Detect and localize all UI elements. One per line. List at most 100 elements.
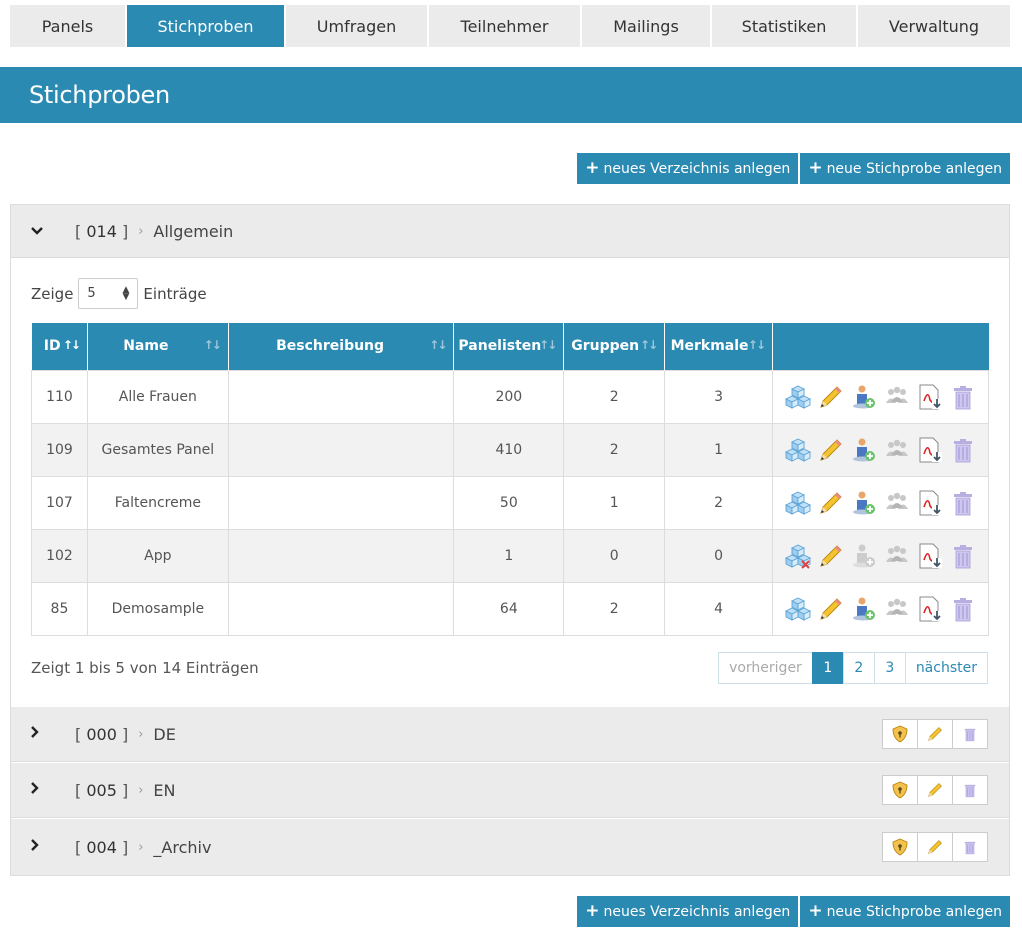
- tab-mailings[interactable]: Mailings: [582, 5, 710, 47]
- pdf-export-icon[interactable]: [916, 595, 944, 623]
- pager-page-2[interactable]: 2: [842, 652, 875, 684]
- trash-button[interactable]: [952, 775, 988, 805]
- cell-actions: [772, 475, 989, 530]
- trash-button[interactable]: [952, 832, 988, 862]
- cell-panelists: 50: [453, 475, 565, 530]
- col-name[interactable]: Name ↑↓: [86, 323, 229, 370]
- cell-actions: [772, 528, 989, 583]
- cell-features: 1: [664, 422, 774, 477]
- pager-prev[interactable]: vorheriger: [718, 652, 813, 684]
- pdf-export-icon[interactable]: [916, 542, 944, 570]
- col-id[interactable]: ID ↑↓: [31, 323, 88, 370]
- main-nav: Panels Stichproben Umfragen Teilnehmer M…: [10, 5, 1010, 47]
- col-actions: [772, 323, 989, 370]
- cubes-icon[interactable]: [784, 436, 812, 464]
- cell-id: 102: [31, 528, 88, 583]
- group-icon[interactable]: [883, 489, 911, 517]
- pencil-icon[interactable]: [817, 542, 845, 570]
- shield-button[interactable]: [882, 719, 918, 749]
- add-person-icon[interactable]: [850, 542, 878, 570]
- add-person-icon[interactable]: [850, 436, 878, 464]
- pencil-button[interactable]: [917, 832, 953, 862]
- col-description[interactable]: Beschreibung ↑↓: [227, 323, 454, 370]
- pdf-export-icon[interactable]: [916, 489, 944, 517]
- pencil-button[interactable]: [917, 719, 953, 749]
- sort-icon: ↑↓: [62, 338, 81, 352]
- cell-groups: 2: [563, 422, 666, 477]
- folder-header-014[interactable]: [ 014 ] › Allgemein: [11, 205, 1009, 258]
- group-icon[interactable]: [883, 436, 911, 464]
- cell-actions: [772, 422, 989, 477]
- folder-header-000[interactable]: [ 000 ] › DE: [11, 707, 1009, 762]
- cell-id: 85: [31, 581, 88, 636]
- add-person-icon[interactable]: [850, 489, 878, 517]
- pager-page-1[interactable]: 1: [811, 652, 844, 684]
- plus-icon: +: [585, 158, 600, 178]
- trash-button[interactable]: [952, 719, 988, 749]
- shield-icon: [892, 838, 908, 856]
- shield-button[interactable]: [882, 832, 918, 862]
- tab-panels[interactable]: Panels: [10, 5, 125, 47]
- folder-name: Allgemein: [153, 221, 234, 241]
- cell-panelists: 64: [453, 581, 565, 636]
- add-person-icon[interactable]: [850, 383, 878, 411]
- trash-icon[interactable]: [949, 542, 977, 570]
- tab-stichproben[interactable]: Stichproben: [127, 5, 284, 47]
- cubes-icon[interactable]: [784, 595, 812, 623]
- table-info: Zeigt 1 bis 5 von 14 Einträgen: [31, 659, 259, 677]
- pencil-icon[interactable]: [817, 595, 845, 623]
- cell-groups: 2: [563, 581, 666, 636]
- sort-icon: ↑↓: [747, 338, 766, 352]
- samples-table: ID ↑↓ Name ↑↓ Beschreibung ↑↓ Panelisten ↑↓ …: [31, 323, 989, 636]
- folder-name: DE: [153, 724, 176, 744]
- new-sample-button[interactable]: + neue Stichprobe anlegen: [800, 896, 1010, 927]
- col-groups[interactable]: Gruppen ↑↓: [563, 323, 665, 370]
- trash-icon[interactable]: [949, 383, 977, 411]
- cubes-icon[interactable]: [784, 542, 812, 570]
- tab-statistiken[interactable]: Statistiken: [712, 5, 856, 47]
- folder-header-004[interactable]: [ 004 ] › _Archiv: [11, 819, 1009, 875]
- pager-page-3[interactable]: 3: [873, 652, 906, 684]
- cell-description: [227, 581, 455, 636]
- cubes-icon[interactable]: [784, 489, 812, 517]
- tab-umfragen[interactable]: Umfragen: [286, 5, 427, 47]
- trash-icon[interactable]: [949, 595, 977, 623]
- plus-icon: +: [808, 901, 823, 921]
- chevron-right-icon: [31, 726, 45, 742]
- cubes-icon[interactable]: [784, 383, 812, 411]
- new-sample-button[interactable]: + neue Stichprobe anlegen: [800, 153, 1010, 184]
- folder-actions: [882, 832, 988, 862]
- folder-id: 005: [86, 780, 117, 800]
- cell-panelists: 1: [453, 528, 565, 583]
- tab-teilnehmer[interactable]: Teilnehmer: [429, 5, 580, 47]
- table-row: 107 Faltencreme 50 1 2: [31, 475, 989, 530]
- group-icon[interactable]: [883, 542, 911, 570]
- pencil-icon[interactable]: [817, 489, 845, 517]
- top-button-row: + neues Verzeichnis anlegen + neue Stichpr…: [577, 153, 1010, 184]
- pencil-button[interactable]: [917, 775, 953, 805]
- pdf-export-icon[interactable]: [916, 436, 944, 464]
- chevron-right-icon: [31, 839, 45, 855]
- cell-groups: 0: [563, 528, 666, 583]
- page-size-select[interactable]: 5 ▲ ▼: [78, 278, 139, 309]
- new-folder-button[interactable]: + neues Verzeichnis anlegen: [577, 153, 799, 184]
- trash-icon[interactable]: [949, 436, 977, 464]
- pdf-export-icon[interactable]: [916, 383, 944, 411]
- cell-features: 4: [664, 581, 774, 636]
- group-icon[interactable]: [883, 383, 911, 411]
- cell-name: Demosample: [86, 581, 229, 636]
- pencil-icon[interactable]: [817, 436, 845, 464]
- pencil-icon[interactable]: [817, 383, 845, 411]
- folder-header-005[interactable]: [ 005 ] › EN: [11, 763, 1009, 818]
- plus-icon: +: [808, 158, 823, 178]
- trash-icon[interactable]: [949, 489, 977, 517]
- shield-button[interactable]: [882, 775, 918, 805]
- pager-next[interactable]: nächster: [904, 652, 988, 684]
- col-features[interactable]: Merkmale ↑↓: [664, 323, 773, 370]
- group-icon[interactable]: [883, 595, 911, 623]
- new-folder-button[interactable]: + neues Verzeichnis anlegen: [577, 896, 799, 927]
- col-panelists[interactable]: Panelisten ↑↓: [453, 323, 564, 370]
- cell-panelists: 410: [453, 422, 565, 477]
- add-person-icon[interactable]: [850, 595, 878, 623]
- tab-verwaltung[interactable]: Verwaltung: [858, 5, 1010, 47]
